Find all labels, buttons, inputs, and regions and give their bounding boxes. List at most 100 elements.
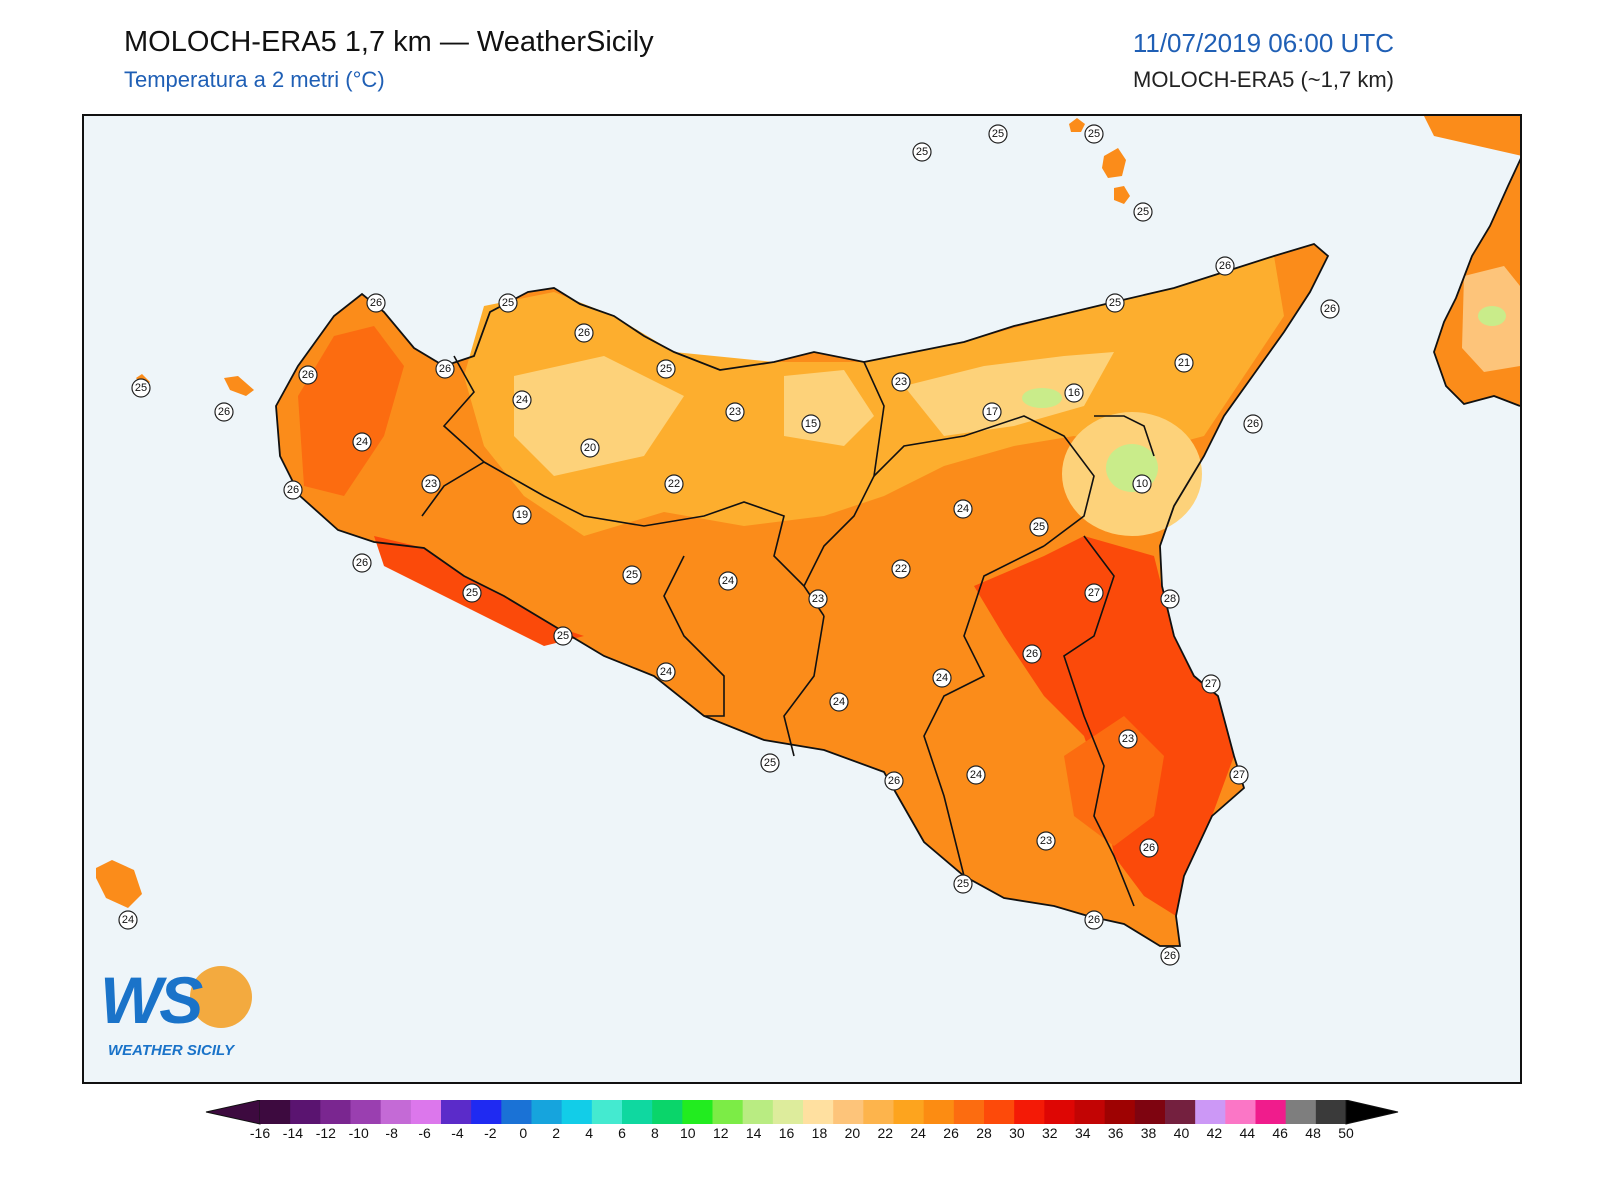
colorbar-cell [501, 1100, 532, 1124]
svg-text:24: 24 [970, 769, 982, 781]
colorbar-cell [591, 1100, 623, 1124]
station-label: 27 [1084, 583, 1104, 603]
colorbar-low-arrow [205, 1100, 261, 1125]
svg-text:26: 26 [370, 297, 382, 309]
colorbar-tick-label: 0 [519, 1125, 527, 1140]
island-vulcano [1114, 186, 1130, 204]
svg-text:25: 25 [992, 128, 1004, 140]
colorbar-tick-label: 24 [910, 1125, 926, 1140]
svg-text:16: 16 [1068, 387, 1080, 399]
weather-sicily-logo: WS WEATHER SICILY [98, 962, 258, 1072]
colorbar-cell [1134, 1100, 1166, 1124]
svg-text:25: 25 [466, 587, 478, 599]
colorbar-tick-label: -4 [451, 1125, 464, 1140]
station-label: 24 [966, 765, 986, 785]
svg-text:25: 25 [916, 146, 928, 158]
model-label: MOLOCH-ERA5 (~1,7 km) [1133, 67, 1394, 92]
svg-text:26: 26 [356, 557, 368, 569]
svg-text:26: 26 [1247, 418, 1259, 430]
map-subtitle: Temperatura a 2 metri (°C) [124, 67, 385, 92]
station-label: 26 [283, 480, 303, 500]
svg-text:27: 27 [1233, 769, 1245, 781]
temperature-colorbar: -16 -14 -12 -10 -8 -6 -4 -2 0 2 4 6 8 10 12 14 16 18 20 22 2… [205, 1100, 1399, 1140]
colorbar-cell [923, 1100, 955, 1124]
station-label: 21 [1174, 353, 1194, 373]
svg-text:26: 26 [888, 775, 900, 787]
calabria-cold-spot [1478, 306, 1506, 326]
station-label: 25 [622, 565, 642, 585]
map-title: MOLOCH-ERA5 1,7 km — WeatherSicily [124, 26, 654, 58]
colorbar-cell [290, 1100, 321, 1124]
svg-text:25: 25 [1033, 521, 1045, 533]
colorbar-cell [893, 1100, 925, 1124]
province-borders [421, 355, 1155, 907]
colorbar-tick-label: 50 [1338, 1125, 1354, 1140]
colorbar-tick-label: 28 [976, 1125, 992, 1140]
station-label: 24 [512, 390, 532, 410]
colorbar-tick-label: 34 [1075, 1125, 1091, 1140]
station-label: 22 [664, 474, 684, 494]
nebrodi-cool-zone [904, 352, 1114, 436]
station-label: 26 [1084, 910, 1104, 930]
colorbar-cell [410, 1100, 442, 1124]
station-label: 26 [435, 359, 455, 379]
station-label: 25 [1133, 202, 1153, 222]
station-label: 26 [1243, 414, 1263, 434]
svg-text:24: 24 [957, 503, 969, 515]
island-pantelleria [96, 860, 142, 908]
station-label: 19 [512, 505, 532, 525]
svg-text:25: 25 [660, 363, 672, 375]
station-label: 24 [829, 692, 849, 712]
colorbar-tick-label: 10 [680, 1125, 696, 1140]
colorbar-tick-label: 44 [1239, 1125, 1255, 1140]
station-label: 23 [891, 372, 911, 392]
colorbar-cell [652, 1100, 683, 1124]
colorbar-cell [1255, 1100, 1287, 1124]
iblei-mild-zone [1064, 716, 1164, 846]
svg-text:21: 21 [1178, 357, 1190, 369]
colorbar-cell [833, 1100, 864, 1124]
colorbar-cell [622, 1100, 653, 1124]
svg-text:25: 25 [626, 569, 638, 581]
colorbar-tick-label: 36 [1108, 1125, 1124, 1140]
forecast-datetime: 11/07/2019 06:00 UTC [1132, 28, 1394, 58]
station-label: 25 [988, 124, 1008, 144]
svg-text:23: 23 [812, 593, 824, 605]
svg-text:27: 27 [1088, 587, 1100, 599]
sicily-coastline [275, 242, 1330, 947]
colorbar-cell [863, 1100, 894, 1124]
station-label: 24 [932, 668, 952, 688]
colorbar-cell [260, 1100, 291, 1124]
station-label: 28 [1160, 589, 1180, 609]
colorbar-tick-label: -8 [385, 1125, 398, 1140]
svg-text:24: 24 [833, 696, 845, 708]
colorbar-tick-label: -16 [250, 1125, 270, 1140]
colorbar-cell [1225, 1100, 1256, 1124]
colorbar-tick-label: 2 [552, 1125, 560, 1140]
svg-text:26: 26 [1143, 842, 1155, 854]
logo-letters: WS [100, 963, 203, 1037]
colorbar-cell [803, 1100, 834, 1124]
svg-text:23: 23 [1122, 733, 1134, 745]
svg-text:25: 25 [1088, 128, 1100, 140]
svg-text:24: 24 [356, 436, 368, 448]
colorbar-tick-label: -10 [349, 1125, 369, 1140]
svg-text:24: 24 [516, 394, 528, 406]
svg-text:17: 17 [986, 406, 998, 418]
station-label: 23 [421, 474, 441, 494]
station-label: 26 [214, 402, 234, 422]
colorbar-cell [742, 1100, 774, 1124]
svg-text:24: 24 [936, 672, 948, 684]
logo-name: WEATHER SICILY [108, 1042, 235, 1059]
colorbar-tick-label: 46 [1272, 1125, 1288, 1140]
station-label: 17 [982, 402, 1002, 422]
station-label: 26 [574, 323, 594, 343]
svg-text:26: 26 [1324, 303, 1336, 315]
station-label: 23 [1118, 729, 1138, 749]
colorbar-cell [531, 1100, 563, 1124]
station-label: 26 [366, 293, 386, 313]
colorbar-cell [1195, 1100, 1226, 1124]
colorbar-tick-label: 8 [651, 1125, 659, 1140]
svg-text:24: 24 [722, 575, 734, 587]
station-label: 25 [1084, 124, 1104, 144]
